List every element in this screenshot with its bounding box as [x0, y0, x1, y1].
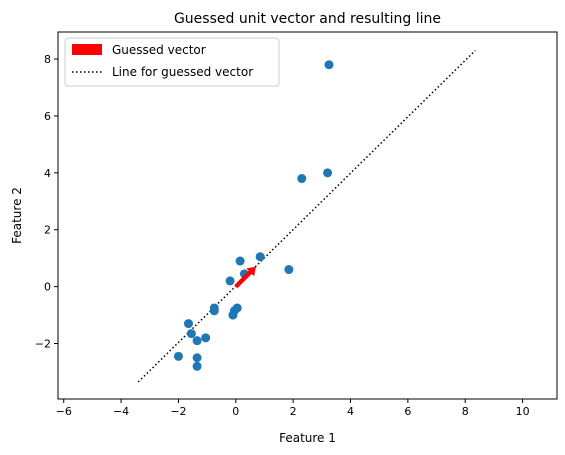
- data-point: [209, 306, 219, 316]
- y-tick-label: 2: [44, 224, 51, 237]
- x-tick-label: 8: [462, 405, 469, 418]
- data-point: [192, 336, 202, 346]
- x-tick-label: 6: [404, 405, 411, 418]
- data-point: [201, 333, 211, 343]
- y-tick-label: 4: [44, 167, 51, 180]
- x-axis-ticks: −6 −4 −2 0 2 4 6 8 10: [56, 399, 530, 418]
- data-point: [232, 303, 242, 313]
- x-tick-label: −6: [56, 405, 72, 418]
- legend-box: [64, 37, 280, 87]
- y-axis-label: Feature 2: [10, 187, 24, 244]
- data-point: [324, 60, 334, 70]
- data-point: [192, 353, 202, 363]
- x-axis-label: Feature 1: [279, 431, 336, 445]
- data-point: [225, 276, 235, 286]
- legend-vector-swatch: [72, 44, 102, 55]
- data-point: [183, 319, 193, 329]
- guessed-line: [137, 49, 476, 383]
- x-tick-label: 4: [347, 405, 354, 418]
- x-tick-label: −2: [170, 405, 186, 418]
- data-point: [284, 265, 294, 275]
- data-point: [255, 252, 265, 262]
- data-point: [192, 361, 202, 371]
- legend-vector-label: Guessed vector: [112, 43, 206, 57]
- axes-frame: [57, 31, 558, 400]
- guessed-vector-arrow: [234, 266, 256, 289]
- y-tick-label: 6: [44, 110, 51, 123]
- y-tick-label: 0: [44, 281, 51, 294]
- data-point: [186, 329, 196, 339]
- y-axis-ticks: −2 0 2 4 6 8: [35, 53, 58, 351]
- y-tick-label: 8: [44, 53, 51, 66]
- x-tick-label: 0: [232, 405, 239, 418]
- chart-title: Guessed unit vector and resulting line: [174, 11, 441, 27]
- data-point: [297, 174, 307, 184]
- data-point: [173, 351, 183, 361]
- data-point: [323, 168, 333, 178]
- legend: Guessed vector Line for guessed vector: [64, 37, 280, 87]
- data-point: [235, 256, 245, 266]
- legend-line-label: Line for guessed vector: [112, 65, 253, 79]
- x-tick-label: 2: [290, 405, 297, 418]
- plot-area: [137, 49, 476, 383]
- y-tick-label: −2: [35, 338, 51, 351]
- x-tick-label: 10: [516, 405, 530, 418]
- x-tick-label: −4: [113, 405, 129, 418]
